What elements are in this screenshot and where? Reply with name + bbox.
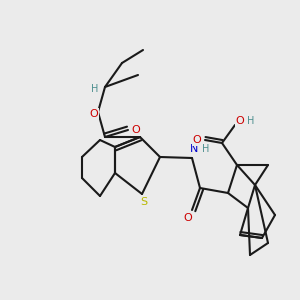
Text: N: N [190,144,198,154]
Text: O: O [132,125,140,135]
Text: O: O [184,213,192,223]
Text: S: S [140,197,148,207]
Text: H: H [91,84,99,94]
Text: H: H [202,144,210,154]
Text: O: O [236,116,244,126]
Text: O: O [90,109,98,119]
Text: O: O [193,135,201,145]
Text: H: H [247,116,255,126]
